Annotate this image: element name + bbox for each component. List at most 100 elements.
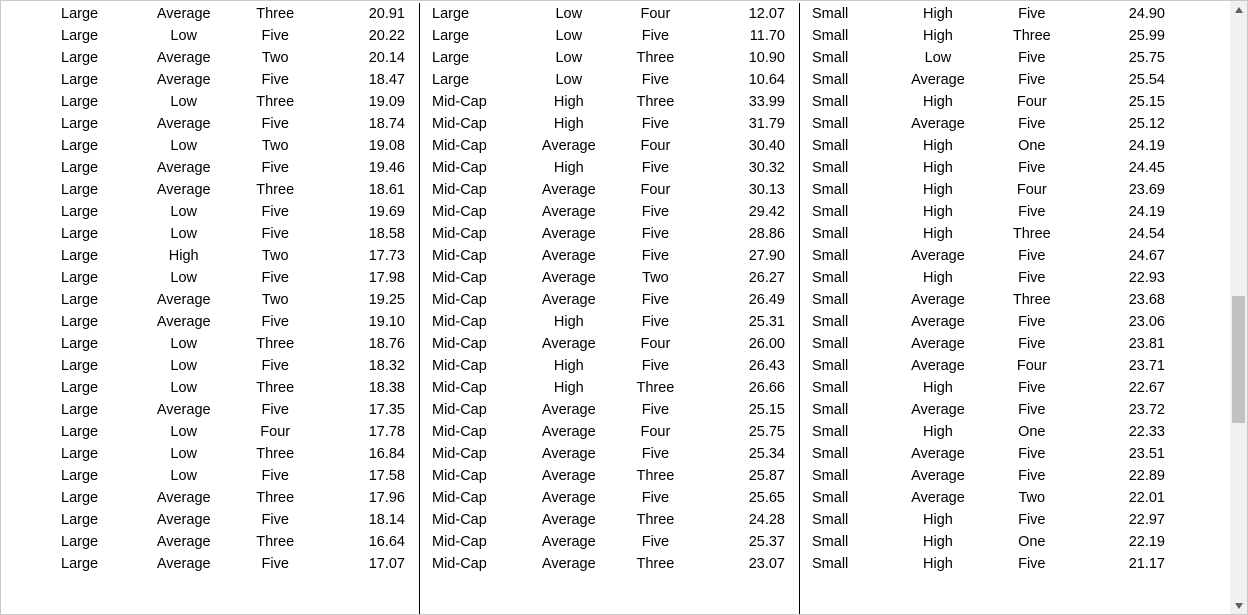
table-cell: Four [988, 355, 1075, 377]
table-cell: 24.19 [1075, 201, 1169, 223]
table-cell: High [887, 223, 988, 245]
table-cell: Large [57, 399, 134, 421]
table-row: SmallAverageFive22.89 [808, 465, 1169, 487]
table-cell: Five [988, 113, 1075, 135]
table-cell: 17.78 [317, 421, 409, 443]
table-cell: 19.69 [317, 201, 409, 223]
table-cell: Four [616, 333, 695, 355]
vertical-scrollbar[interactable] [1230, 1, 1247, 614]
table-cell: Small [808, 135, 887, 157]
table-cell: 18.14 [317, 509, 409, 531]
scroll-down-button[interactable] [1230, 597, 1247, 614]
table-cell: Five [233, 399, 317, 421]
table-cell: Small [808, 245, 887, 267]
table-cell: Small [808, 47, 887, 69]
table-row: SmallLowFive25.75 [808, 47, 1169, 69]
data-table: SmallHighFive24.90SmallHighThree25.99Sma… [808, 3, 1169, 575]
table-row: SmallAverageTwo22.01 [808, 487, 1169, 509]
table-cell: Average [887, 487, 988, 509]
table-cell: Three [233, 443, 317, 465]
table-cell: Two [233, 135, 317, 157]
table-cell: 30.40 [695, 135, 789, 157]
table-cell: 22.89 [1075, 465, 1169, 487]
table-cell: High [887, 267, 988, 289]
table-row: Mid-CapHighThree33.99 [428, 91, 789, 113]
table-row: LargeLowFive18.32 [57, 355, 409, 377]
table-cell: Average [134, 113, 233, 135]
table-cell: 20.91 [317, 3, 409, 25]
table-cell: Large [57, 443, 134, 465]
table-row: SmallAverageFive25.54 [808, 69, 1169, 91]
table-row: SmallHighFive24.19 [808, 201, 1169, 223]
table-cell: Five [233, 223, 317, 245]
table-cell: 19.08 [317, 135, 409, 157]
chevron-down-icon [1234, 601, 1244, 611]
table-cell: 18.76 [317, 333, 409, 355]
table-cell: Five [988, 3, 1075, 25]
table-row: LargeLowThree18.38 [57, 377, 409, 399]
table-cell: Small [808, 201, 887, 223]
table-cell: Small [808, 179, 887, 201]
table-cell: Five [233, 553, 317, 575]
table-row: SmallHighFive24.90 [808, 3, 1169, 25]
table-cell: High [887, 531, 988, 553]
table-cell: Large [57, 69, 134, 91]
table-row: LargeLowThree10.90 [428, 47, 789, 69]
table-cell: High [887, 509, 988, 531]
table-row: Mid-CapAverageThree25.87 [428, 465, 789, 487]
table-cell: Mid-Cap [428, 531, 522, 553]
table-cell: Five [233, 311, 317, 333]
table-cell: High [522, 377, 616, 399]
table-cell: Five [988, 509, 1075, 531]
table-cell: 23.81 [1075, 333, 1169, 355]
table-cell: Mid-Cap [428, 157, 522, 179]
table-row: LargeAverageFive17.07 [57, 553, 409, 575]
table-cell: Low [134, 421, 233, 443]
table-row: SmallAverageFive23.51 [808, 443, 1169, 465]
table-cell: Five [616, 443, 695, 465]
table-cell: Low [134, 355, 233, 377]
table-row: LargeLowThree18.76 [57, 333, 409, 355]
scroll-up-button[interactable] [1230, 1, 1247, 18]
table-cell: Small [808, 267, 887, 289]
table-cell: Five [616, 311, 695, 333]
table-cell: Low [522, 3, 616, 25]
table-cell: 29.42 [695, 201, 789, 223]
table-cell: Average [134, 509, 233, 531]
table-cell: Low [134, 465, 233, 487]
table-cell: Five [988, 465, 1075, 487]
table-cell: Five [988, 267, 1075, 289]
table-cell: 25.34 [695, 443, 789, 465]
table-cell: 25.15 [1075, 91, 1169, 113]
table-cell: Average [887, 245, 988, 267]
table-cell: Small [808, 465, 887, 487]
table-cell: High [887, 553, 988, 575]
table-cell: High [522, 355, 616, 377]
table-row: Mid-CapAverageTwo26.27 [428, 267, 789, 289]
table-cell: 25.75 [1075, 47, 1169, 69]
table-cell: Five [988, 333, 1075, 355]
table-cell: High [522, 113, 616, 135]
table-cell: 18.61 [317, 179, 409, 201]
scrollbar-track[interactable] [1230, 18, 1247, 597]
table-row: Mid-CapHighFive25.31 [428, 311, 789, 333]
table-cell: 27.90 [695, 245, 789, 267]
table-cell: Mid-Cap [428, 399, 522, 421]
table-cell: Five [988, 69, 1075, 91]
table-cell: Five [616, 25, 695, 47]
table-row: SmallHighOne24.19 [808, 135, 1169, 157]
table-cell: 19.25 [317, 289, 409, 311]
table-cell: Average [134, 399, 233, 421]
table-cell: Four [616, 179, 695, 201]
scrollbar-thumb[interactable] [1232, 296, 1245, 423]
table-cell: 10.64 [695, 69, 789, 91]
table-row: LargeLowFive19.69 [57, 201, 409, 223]
table-cell: 18.74 [317, 113, 409, 135]
table-cell: 22.97 [1075, 509, 1169, 531]
table-cell: Large [57, 487, 134, 509]
table-cell: Five [616, 201, 695, 223]
table-cell: Five [233, 509, 317, 531]
table-row: SmallHighOne22.19 [808, 531, 1169, 553]
table-cell: 23.69 [1075, 179, 1169, 201]
table-cell: Mid-Cap [428, 223, 522, 245]
